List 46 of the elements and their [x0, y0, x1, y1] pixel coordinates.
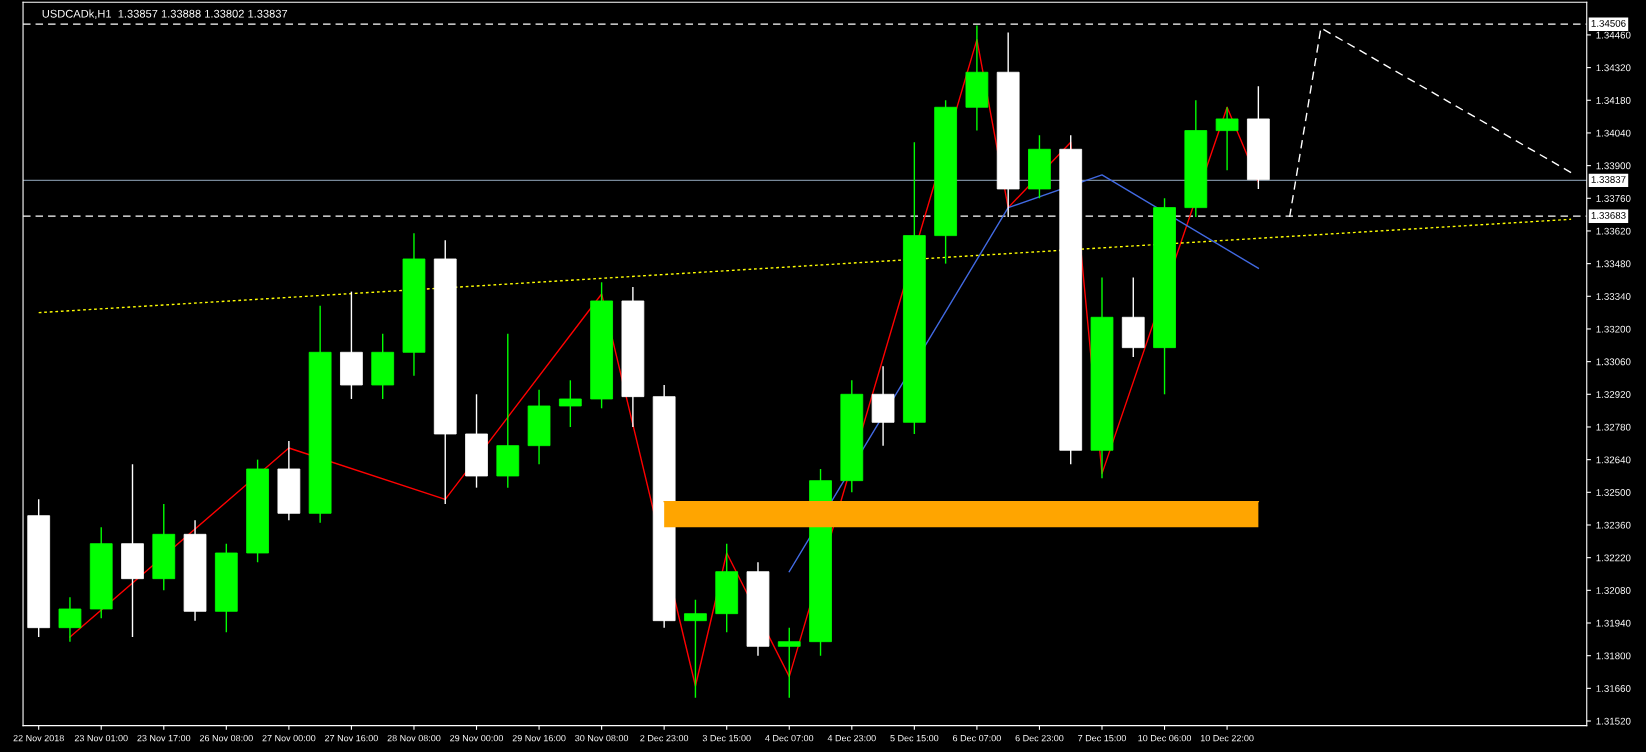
y-tick-label: 1.32640: [1596, 456, 1631, 464]
ref-line-label: 1.34506: [1591, 19, 1626, 27]
x-tick-label: 29 Nov 00:00: [450, 734, 504, 742]
y-tick-label: 1.31800: [1596, 652, 1631, 660]
y-tick-label: 1.34040: [1596, 129, 1631, 137]
y-tick-label: 1.33200: [1596, 325, 1631, 333]
x-tick-label: 23 Nov 01:00: [74, 734, 128, 742]
x-tick-label: 28 Nov 08:00: [387, 734, 441, 742]
x-tick-label: 7 Dec 15:00: [1078, 734, 1126, 742]
x-tick-label: 10 Dec 22:00: [1200, 734, 1254, 742]
x-tick-label: 6 Dec 07:00: [953, 734, 1001, 742]
y-tick-label: 1.33480: [1596, 260, 1631, 268]
ref-line-label: 1.33837: [1591, 176, 1626, 183]
y-tick-label: 1.33900: [1596, 162, 1631, 170]
text: USDCADk,H1 1.33857 1.33888 1.33802 1.33837: [42, 9, 288, 19]
x-tick-label: 4 Dec 07:00: [765, 734, 814, 742]
x-tick-label: 6 Dec 23:00: [1015, 734, 1064, 742]
y-tick-label: 1.34180: [1596, 97, 1631, 104]
y-tick-label: 1.33760: [1596, 195, 1631, 202]
y-tick-label: 1.32080: [1596, 587, 1631, 594]
x-tick-label: 3 Dec 15:00: [702, 734, 751, 742]
x-tick-label: 10 Dec 06:00: [1138, 734, 1192, 742]
x-tick-label: 27 Nov 16:00: [325, 734, 378, 742]
x-tick-label: 26 Nov 08:00: [199, 734, 253, 742]
y-tick-label: 1.32500: [1596, 489, 1631, 496]
y-tick-label: 1.33620: [1596, 227, 1631, 235]
y-tick-label: 1.32360: [1596, 521, 1631, 529]
y-tick-label: 1.34320: [1596, 64, 1631, 72]
ref-line-label: 1.33683: [1591, 211, 1626, 219]
x-tick-label: 5 Dec 15:00: [890, 734, 939, 742]
y-tick-label: 1.32920: [1596, 391, 1631, 398]
y-tick-label: 1.32220: [1596, 554, 1631, 562]
y-tick-label: 1.31520: [1596, 717, 1631, 725]
x-tick-label: 27 Nov 00:00: [262, 734, 316, 742]
y-tick-label: 1.33060: [1596, 358, 1631, 366]
y-tick-label: 1.33340: [1596, 293, 1631, 300]
x-tick-label: 29 Nov 16:00: [512, 734, 566, 742]
x-tick-label: 30 Nov 08:00: [575, 734, 629, 742]
x-tick-label: 2 Dec 23:00: [640, 734, 689, 742]
y-tick-label: 1.31940: [1596, 619, 1631, 627]
y-tick-label: 1.31660: [1596, 685, 1631, 692]
y-tick-label: 1.32780: [1596, 423, 1631, 431]
x-tick-label: 23 Nov 17:00: [137, 734, 191, 742]
x-tick-label: 22 Nov 2018: [13, 734, 64, 742]
y-tick-label: 1.34460: [1596, 31, 1631, 39]
x-tick-label: 4 Dec 23:00: [827, 734, 876, 742]
